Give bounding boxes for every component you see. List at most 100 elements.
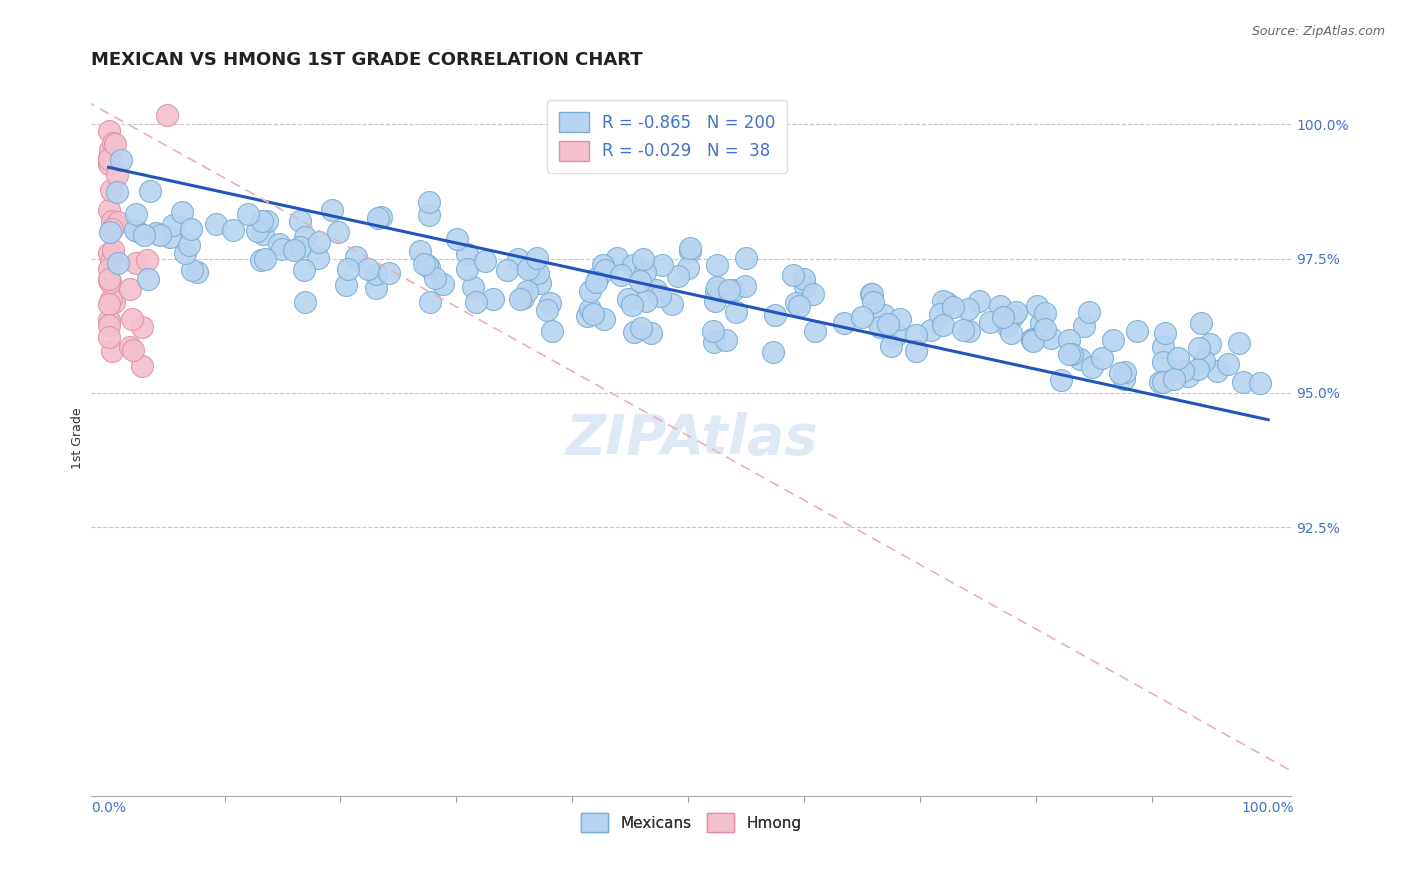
Point [873,308,896,322]
Point [252,227,274,242]
Point [122,343,145,358]
Point [516,262,538,277]
Point [103,216,125,230]
Point [621,259,644,273]
Point [249,253,271,268]
Point [588,269,610,284]
Point [98,275,121,289]
Point [1112,372,1135,386]
Point [628,275,651,289]
Point [1153,326,1175,341]
Point [650,289,672,303]
Point [640,326,662,340]
Point [1126,324,1149,338]
Point [97,152,120,166]
Point [666,268,689,283]
Point [1050,373,1073,387]
Point [246,224,269,238]
Point [250,214,273,228]
Point [103,243,125,257]
Point [335,278,357,293]
Point [880,339,903,353]
Point [538,295,561,310]
Point [100,253,122,268]
Point [931,294,953,309]
Point [1021,333,1043,347]
Point [676,261,699,276]
Point [221,223,243,237]
Point [904,327,927,342]
Point [1194,354,1216,368]
Point [121,311,143,326]
Point [634,294,657,309]
Point [1033,306,1056,320]
Point [97,157,120,171]
Point [592,258,614,272]
Point [186,265,208,279]
Point [956,302,979,317]
Point [1171,364,1194,378]
Point [418,208,440,222]
Point [98,225,121,239]
Point [344,250,367,264]
Point [703,334,725,349]
Point [145,226,167,240]
Point [98,143,121,157]
Point [1216,357,1239,371]
Point [634,265,657,279]
Point [1227,335,1250,350]
Point [180,222,202,236]
Point [377,266,399,280]
Point [98,273,121,287]
Point [1187,362,1209,376]
Point [97,318,120,333]
Point [446,232,468,246]
Point [204,217,226,231]
Point [177,238,200,252]
Point [104,137,127,152]
Point [131,320,153,334]
Point [1004,305,1026,319]
Point [101,344,124,359]
Point [631,252,654,266]
Point [734,278,756,293]
Point [1152,376,1174,390]
Point [97,151,120,165]
Text: Source: ZipAtlas.com: Source: ZipAtlas.com [1251,25,1385,38]
Point [851,310,873,325]
Point [107,256,129,270]
Point [801,287,824,301]
Point [271,242,294,256]
Point [1167,351,1189,365]
Point [679,244,702,258]
Point [288,240,311,254]
Point [100,183,122,197]
Point [364,267,387,281]
Point [423,271,446,285]
Point [1152,340,1174,354]
Point [238,207,260,221]
Point [576,309,599,323]
Point [1021,334,1043,348]
Point [506,252,529,266]
Point [793,272,815,286]
Point [326,225,349,239]
Point [97,296,120,310]
Point [988,300,1011,314]
Point [139,184,162,198]
Point [735,252,758,266]
Point [862,286,884,301]
Point [131,359,153,373]
Point [418,260,440,274]
Point [124,222,146,236]
Point [942,300,965,314]
Point [585,275,607,289]
Point [620,298,643,312]
Point [761,345,783,359]
Point [623,326,645,340]
Point [101,214,124,228]
Point [1029,316,1052,330]
Point [256,214,278,228]
Point [931,318,953,333]
Point [1077,305,1099,319]
